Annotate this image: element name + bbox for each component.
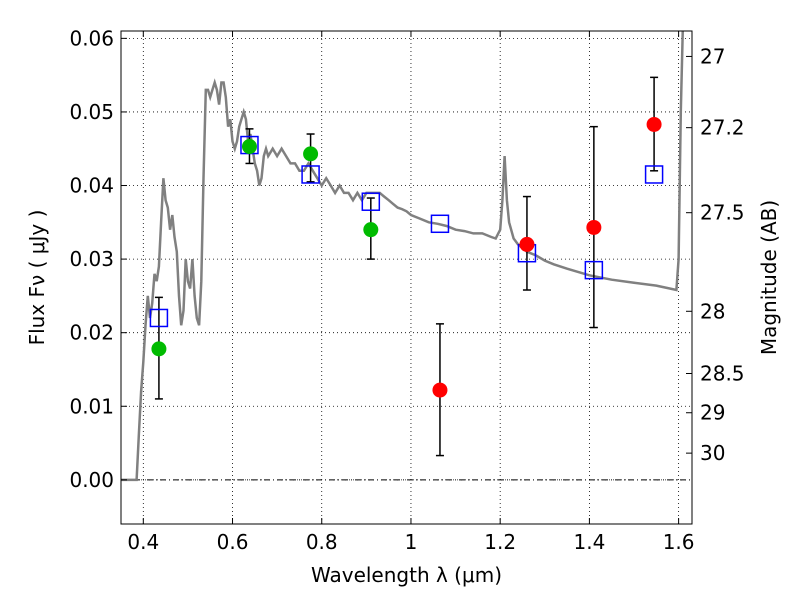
magnitude-axis-ticks: 27 27.2 27.5 28 28.5 29 30 bbox=[686, 44, 745, 465]
plot-frame bbox=[120, 30, 693, 525]
green-data-point bbox=[363, 222, 379, 238]
y-tick-label: 0.02 bbox=[69, 321, 114, 345]
magnitude-tick-label: 27 bbox=[700, 44, 725, 68]
y-tick-label: 0.06 bbox=[69, 26, 114, 50]
x-tick-label: 0.6 bbox=[217, 530, 249, 554]
y-axis-label: Flux Fν ( μJy ) bbox=[25, 210, 49, 346]
y-tick-label: 0.01 bbox=[69, 394, 114, 418]
model-spectrum-line bbox=[121, 31, 684, 482]
observed-points bbox=[151, 116, 662, 398]
model-square-marker bbox=[430, 214, 450, 234]
y-tick-label: 0.04 bbox=[69, 174, 114, 198]
y-tick-label: 0.00 bbox=[69, 468, 114, 492]
red-data-point bbox=[432, 382, 448, 398]
green-data-point bbox=[241, 139, 257, 155]
x-tick-label: 0.8 bbox=[306, 530, 338, 554]
model-spectrum bbox=[121, 31, 684, 482]
green-data-point bbox=[151, 341, 167, 357]
y-axis-ticks: 0.00 0.01 0.02 0.03 0.04 0.05 0.06 bbox=[69, 26, 127, 492]
red-data-point bbox=[646, 116, 662, 132]
model-square-marker bbox=[149, 308, 169, 328]
x-tick-label: 1 bbox=[405, 530, 418, 554]
x-tick-label: 1.4 bbox=[573, 530, 605, 554]
magnitude-tick-label: 27.5 bbox=[700, 201, 745, 225]
model-square-marker bbox=[301, 165, 320, 184]
x-tick-label: 1.6 bbox=[663, 530, 695, 554]
model-photometry-squares bbox=[149, 135, 664, 328]
y-tick-label: 0.03 bbox=[69, 247, 114, 271]
red-data-point bbox=[519, 236, 535, 252]
magnitude-tick-label: 27.2 bbox=[700, 116, 745, 140]
model-square-marker bbox=[361, 192, 381, 211]
model-square-marker bbox=[584, 260, 604, 280]
magnitude-tick-label: 28.5 bbox=[700, 361, 745, 385]
y-tick-label: 0.05 bbox=[69, 100, 114, 124]
green-data-point bbox=[303, 146, 319, 162]
x-axis-ticks: 0.4 0.6 0.8 1 1.2 1.4 1.6 bbox=[127, 31, 695, 554]
error-bars bbox=[154, 76, 659, 457]
magnitude-axis-label: Magnitude (AB) bbox=[757, 200, 781, 355]
red-data-point bbox=[586, 219, 602, 235]
x-axis-label: Wavelength λ (μm) bbox=[311, 563, 502, 587]
magnitude-tick-label: 30 bbox=[700, 441, 725, 465]
magnitude-tick-label: 28 bbox=[700, 299, 725, 323]
model-square-marker bbox=[644, 165, 664, 184]
x-tick-label: 1.2 bbox=[484, 530, 516, 554]
magnitude-tick-label: 29 bbox=[700, 401, 725, 425]
x-tick-label: 0.4 bbox=[127, 530, 159, 554]
